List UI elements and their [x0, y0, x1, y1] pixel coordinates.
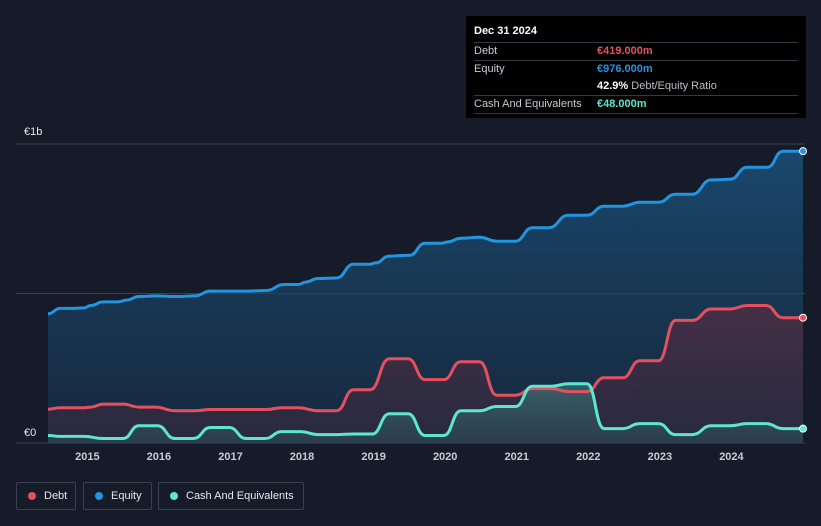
x-tick-label-2024: 2024	[719, 451, 744, 463]
area-debt	[48, 305, 803, 443]
line-debt	[47, 304, 803, 413]
x-tick-label-2015: 2015	[75, 451, 99, 463]
tooltip-panel: Dec 31 2024 Debt €419.000m Equity €976.0…	[466, 16, 806, 118]
tooltip-cash-label: Cash And Equivalents	[474, 98, 582, 110]
end-markers	[799, 147, 807, 433]
y-tick-label-0: €0	[24, 427, 36, 439]
legend-equity-label: Equity	[111, 490, 142, 502]
legend-equity-dot-icon	[95, 492, 103, 500]
tooltip-cash-value: €48.000m	[597, 98, 647, 110]
area-cash-and-equivalents	[48, 383, 803, 443]
area-fills	[48, 151, 803, 443]
legend-item-cash[interactable]: Cash And Equivalents	[158, 482, 304, 510]
x-tick-label-2018: 2018	[290, 451, 314, 463]
legend-cash-dot-icon	[170, 492, 178, 500]
y-tick-label-1: €1b	[24, 126, 42, 138]
line-equity	[47, 149, 803, 316]
x-tick-label-2016: 2016	[147, 451, 171, 463]
tooltip-equity-value: €976.000m	[597, 63, 653, 75]
legend-item-debt[interactable]: Debt	[16, 482, 76, 510]
x-tick-label-2021: 2021	[505, 451, 529, 463]
legend-item-equity[interactable]: Equity	[83, 482, 152, 510]
line-cash-and-equivalents	[47, 382, 803, 441]
tooltip-debt-value: €419.000m	[597, 45, 653, 57]
end-marker-cash-and-equivalents	[799, 424, 807, 433]
tooltip-equity-label: Equity	[474, 63, 505, 75]
end-marker-debt	[799, 313, 807, 322]
legend-cash-label: Cash And Equivalents	[186, 490, 294, 502]
x-tick-label-2023: 2023	[648, 451, 672, 463]
y-axis-labels: €0 €1b	[24, 126, 42, 439]
tooltip-row-equity: Equity €976.000m	[474, 61, 798, 78]
area-equity	[48, 151, 803, 443]
end-marker-equity	[799, 147, 807, 156]
x-tick-label-2020: 2020	[433, 451, 457, 463]
tooltip-row-cash: Cash And Equivalents €48.000m	[474, 96, 798, 114]
tooltip-ratio-label: Debt/Equity Ratio	[631, 80, 717, 92]
tooltip-date: Dec 31 2024	[474, 24, 798, 43]
tooltip-debt-label: Debt	[474, 45, 498, 57]
x-tick-label-2022: 2022	[576, 451, 600, 463]
tooltip-row-ratio: 42.9% Debt/Equity Ratio	[474, 78, 798, 96]
legend-debt-label: Debt	[44, 490, 68, 502]
tooltip-ratio-value: 42.9%	[597, 80, 629, 92]
legend-debt-dot-icon	[28, 492, 36, 500]
tooltip-ratio: 42.9% Debt/Equity Ratio	[597, 78, 717, 95]
x-tick-label-2019: 2019	[361, 451, 385, 463]
tooltip-row-debt: Debt €419.000m	[474, 43, 798, 61]
series-lines	[47, 149, 803, 441]
x-axis-labels: 2015 2016 2017 2018 2019 2020 2021 2022 2023 2024	[75, 451, 744, 463]
x-tick-label-2017: 2017	[218, 451, 242, 463]
